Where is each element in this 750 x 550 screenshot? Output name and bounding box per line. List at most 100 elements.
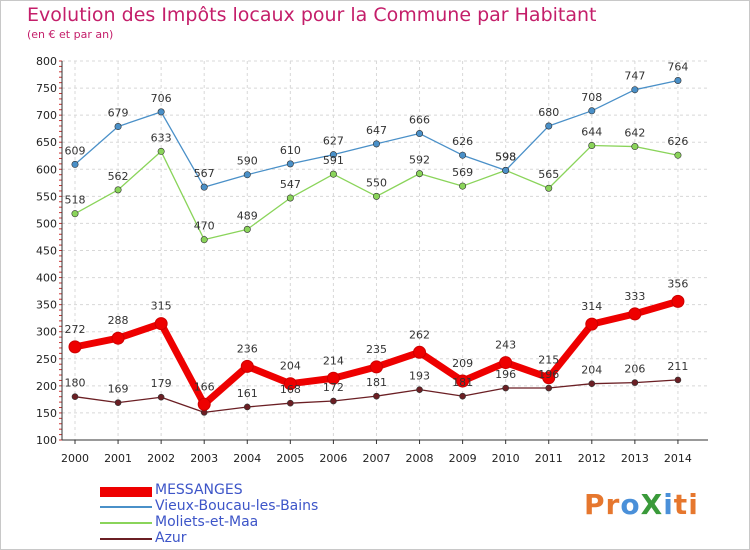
data-label: 243: [495, 339, 516, 352]
x-tick-label: 2004: [233, 452, 261, 465]
data-point: [416, 130, 424, 138]
data-point: [372, 192, 380, 200]
y-tick-label: 450: [36, 245, 57, 258]
data-point: [631, 143, 639, 151]
logo-letter: t: [673, 488, 689, 521]
data-label: 610: [280, 144, 301, 157]
x-tick-label: 2005: [276, 452, 304, 465]
data-label: 314: [581, 300, 602, 313]
data-label: 591: [323, 154, 344, 167]
data-point: [416, 386, 423, 393]
data-point: [416, 170, 424, 178]
data-label: 168: [280, 383, 301, 396]
legend-swatch: [100, 538, 152, 540]
data-label: 333: [624, 290, 645, 303]
x-tick-label: 2011: [535, 452, 563, 465]
data-point: [329, 151, 337, 159]
y-tick-label: 650: [36, 136, 57, 149]
data-point: [373, 392, 380, 400]
x-tick-label: 2000: [61, 452, 89, 465]
data-label: 626: [667, 135, 688, 148]
data-label: 569: [452, 166, 473, 179]
y-tick-label: 500: [36, 217, 57, 230]
x-tick-label: 2002: [147, 452, 175, 465]
legend-label: MESSANGES: [155, 482, 243, 498]
data-point: [197, 397, 211, 411]
data-label: 550: [366, 176, 387, 189]
data-label: 592: [409, 154, 430, 167]
data-label: 590: [237, 155, 258, 168]
legend-swatch: [100, 522, 152, 524]
x-tick-label: 2012: [578, 452, 606, 465]
data-label: 196: [495, 368, 516, 381]
series-azur: [71, 376, 682, 416]
data-label: 666: [409, 114, 430, 127]
data-point: [71, 393, 79, 400]
legend-label: Vieux-Boucau-les-Bains: [155, 498, 319, 514]
data-label: 206: [624, 363, 645, 376]
data-point: [71, 210, 79, 218]
data-label: 211: [667, 360, 688, 373]
data-point: [545, 184, 553, 192]
chart-title: Evolution des Impôts locaux pour la Comm…: [27, 4, 597, 26]
data-point: [114, 399, 122, 406]
data-point: [413, 345, 427, 359]
data-label: 181: [452, 376, 473, 389]
y-tick-label: 350: [36, 299, 57, 312]
y-tick-label: 150: [36, 407, 57, 420]
data-point: [631, 379, 639, 386]
data-label: 627: [323, 135, 344, 148]
data-point: [243, 171, 251, 179]
data-label: 518: [65, 194, 86, 207]
data-label: 172: [323, 381, 344, 394]
x-tick-label: 2013: [621, 452, 649, 465]
data-label: 547: [280, 178, 301, 191]
data-point: [286, 160, 294, 168]
data-label: 679: [108, 107, 129, 120]
data-point: [588, 141, 596, 149]
data-label: 272: [65, 323, 86, 336]
data-label: 706: [151, 92, 172, 105]
series-vieux-boucau-les-bains: [71, 76, 682, 191]
data-label: 262: [409, 328, 430, 341]
data-label: 169: [108, 383, 129, 396]
data-label: 209: [452, 357, 473, 370]
y-tick-label: 700: [36, 109, 57, 122]
data-label: 204: [581, 364, 602, 377]
data-point: [459, 151, 467, 159]
data-label: 161: [237, 387, 258, 400]
data-point: [114, 186, 122, 194]
data-label: 180: [65, 377, 86, 390]
line-chart: 100 150 200 250 300 350 400 450 500 550 600 650 700 7…: [36, 55, 708, 465]
data-label: 181: [366, 376, 387, 389]
data-point: [671, 294, 685, 308]
data-label: 567: [194, 167, 215, 180]
data-point: [674, 151, 682, 159]
x-tick-label: 2007: [362, 452, 390, 465]
legend-label: Moliets-et-Maa: [155, 514, 259, 530]
logo-letter: X: [640, 488, 664, 521]
data-point: [499, 356, 513, 370]
data-point: [628, 307, 642, 321]
data-point: [585, 317, 599, 331]
data-point: [459, 182, 467, 190]
data-point: [240, 359, 254, 373]
data-point: [157, 393, 165, 401]
y-tick-label: 550: [36, 190, 57, 203]
data-point: [545, 122, 553, 130]
data-point: [456, 374, 470, 388]
data-point: [111, 331, 125, 345]
legend-swatch: [100, 506, 152, 508]
data-label: 166: [194, 380, 215, 393]
data-point: [631, 86, 639, 94]
data-label: 633: [151, 131, 172, 144]
data-label: 642: [624, 127, 645, 140]
y-tick-label: 800: [36, 55, 57, 68]
data-label: 215: [538, 354, 559, 367]
data-point: [502, 384, 509, 392]
proxiti-logo: ProXiti: [584, 488, 699, 521]
data-point: [114, 123, 122, 131]
data-label: 236: [237, 342, 258, 355]
data-label: 356: [667, 277, 688, 290]
logo-letter: P: [584, 488, 606, 521]
